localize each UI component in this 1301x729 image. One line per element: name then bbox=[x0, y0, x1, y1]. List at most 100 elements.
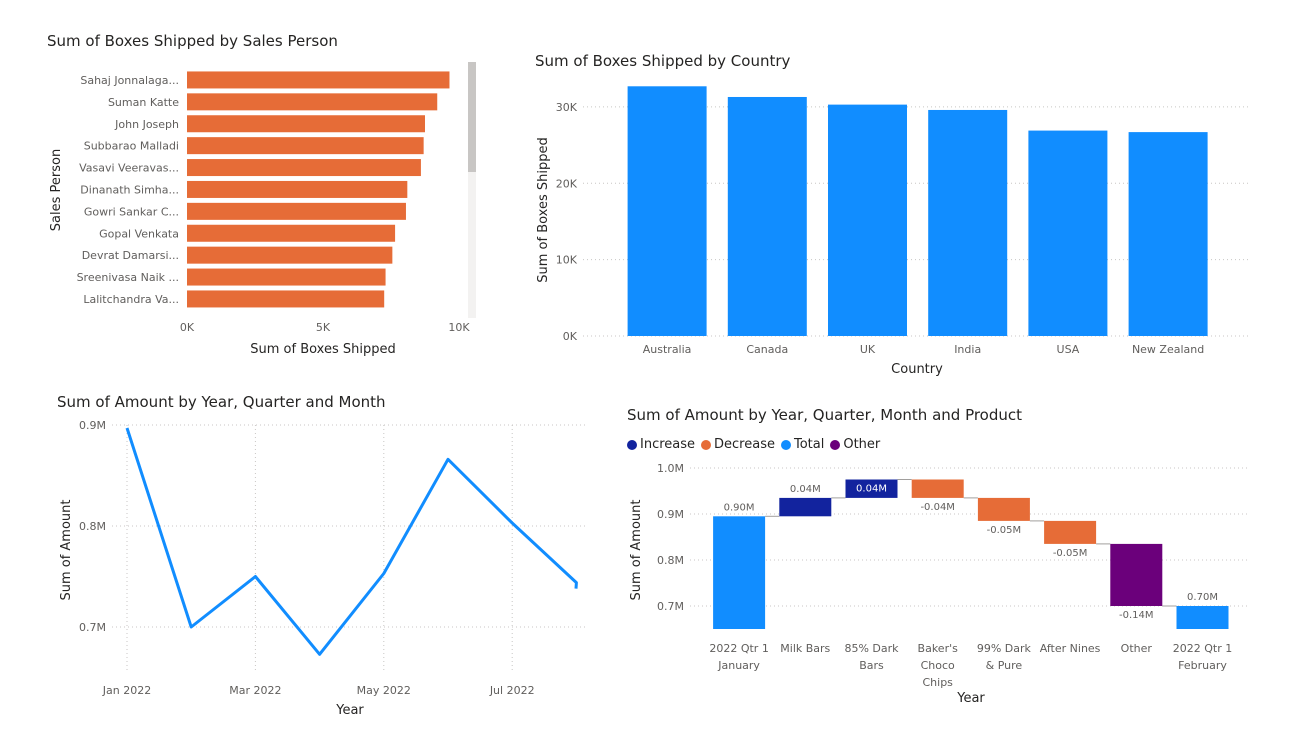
waterfall-category-label: 85% Dark bbox=[844, 642, 899, 655]
waterfall-bar bbox=[911, 479, 964, 498]
waterfall-category-label: 99% Dark bbox=[977, 642, 1032, 655]
waterfall-bar bbox=[1110, 543, 1163, 606]
waterfall-category-label: February bbox=[1178, 659, 1227, 672]
country-label: Australia bbox=[643, 343, 692, 356]
waterfall-data-label: 0.90M bbox=[724, 502, 755, 513]
sales-person-bar bbox=[187, 290, 385, 308]
sales-person-label: Dinanath Simha... bbox=[80, 183, 179, 196]
x-tick-label: Jul 2022 bbox=[489, 684, 535, 697]
x-tick-label: 5K bbox=[316, 321, 331, 334]
legend-marker bbox=[701, 439, 712, 450]
x-tick-label: May 2022 bbox=[357, 684, 411, 697]
sales-person-bar bbox=[187, 224, 396, 242]
chart3-title: Sum of Amount by Year, Quarter and Month bbox=[57, 393, 386, 411]
waterfall-category-label: Chips bbox=[922, 676, 953, 689]
country-bar bbox=[828, 104, 907, 336]
country-bar bbox=[1128, 132, 1208, 336]
waterfall-bar bbox=[779, 497, 832, 517]
chart4-title: Sum of Amount by Year, Quarter, Month an… bbox=[627, 406, 1023, 424]
legend-item: Decrease bbox=[701, 437, 775, 452]
legend-item: Increase bbox=[627, 437, 695, 452]
legend-marker bbox=[780, 439, 791, 450]
chart1-title: Sum of Boxes Shipped by Sales Person bbox=[47, 32, 338, 50]
scrollbar-track[interactable] bbox=[468, 62, 476, 318]
scrollbar-thumb[interactable] bbox=[468, 62, 476, 172]
sales-person-bar bbox=[187, 159, 421, 177]
sales-person-label: Gowri Sankar C... bbox=[84, 205, 179, 218]
waterfall-category-label: 2022 Qtr 1 bbox=[1173, 642, 1232, 655]
y-tick-label: 0K bbox=[563, 330, 578, 343]
y-tick-label: 0.7M bbox=[79, 621, 106, 634]
y-tick-label: 0.8M bbox=[79, 520, 106, 533]
waterfall-data-label: -0.05M bbox=[987, 525, 1022, 536]
waterfall-data-label: -0.14M bbox=[1119, 610, 1154, 621]
x-tick-label: Mar 2022 bbox=[229, 684, 281, 697]
waterfall-category-label: Choco bbox=[921, 659, 955, 672]
legend-label: Other bbox=[843, 437, 881, 452]
country-bar bbox=[727, 96, 807, 337]
country-label: New Zealand bbox=[1132, 343, 1204, 356]
sales-person-label: Suman Katte bbox=[108, 96, 179, 109]
legend-item: Total bbox=[780, 437, 825, 452]
y-tick-label: 0.9M bbox=[79, 419, 106, 432]
country-bar bbox=[928, 109, 1008, 336]
waterfall-category-label: & Pure bbox=[986, 659, 1023, 672]
x-tick-label: 10K bbox=[448, 321, 470, 334]
sales-person-label: Devrat Damarsi... bbox=[82, 249, 179, 262]
country-label: Canada bbox=[746, 343, 788, 356]
sales-person-bar bbox=[187, 180, 408, 198]
x-tick-label: Jan 2022 bbox=[102, 684, 151, 697]
waterfall-category-label: 2022 Qtr 1 bbox=[709, 642, 768, 655]
sales-person-bar bbox=[187, 93, 438, 111]
country-label: UK bbox=[860, 343, 876, 356]
chart2-title: Sum of Boxes Shipped by Country bbox=[535, 52, 791, 70]
sales-person-label: Sreenivasa Naik ... bbox=[77, 271, 179, 284]
legend-label: Total bbox=[793, 437, 825, 452]
waterfall-legend: Increase Decrease Total Other bbox=[627, 437, 880, 452]
waterfall-category-label: After Nines bbox=[1040, 642, 1101, 655]
country-label: USA bbox=[1057, 343, 1080, 356]
waterfall-bar bbox=[1044, 520, 1097, 544]
legend-marker bbox=[627, 439, 637, 450]
legend-item: Other bbox=[830, 437, 880, 452]
amount-line bbox=[125, 427, 578, 656]
y-tick-label: 10K bbox=[556, 254, 578, 267]
country-bar bbox=[627, 86, 707, 336]
waterfall-bar bbox=[713, 516, 766, 629]
waterfall-bar bbox=[1176, 606, 1229, 629]
sales-person-label: Gopal Venkata bbox=[99, 227, 179, 240]
waterfall-data-label: -0.05M bbox=[1053, 548, 1088, 559]
y-tick-label: 20K bbox=[556, 177, 578, 190]
x-axis-title: Year bbox=[956, 691, 985, 706]
y-tick-label: 0.7M bbox=[657, 600, 684, 613]
country-bar bbox=[1028, 130, 1108, 336]
sales-person-bar bbox=[187, 268, 386, 286]
waterfall-data-label: 0.04M bbox=[856, 484, 887, 495]
waterfall-category-label: Bars bbox=[859, 659, 884, 672]
y-axis-title: Sum of Amount bbox=[629, 499, 644, 600]
y-axis-title: Sales Person bbox=[49, 149, 64, 231]
sales-person-bar bbox=[187, 115, 425, 133]
sales-person-bar bbox=[187, 71, 450, 89]
y-axis-title: Sum of Boxes Shipped bbox=[536, 137, 551, 282]
x-tick-label: 0K bbox=[180, 321, 195, 334]
waterfall-data-label: 0.70M bbox=[1187, 592, 1218, 603]
legend-marker bbox=[830, 439, 841, 450]
x-axis-title: Country bbox=[891, 362, 943, 377]
waterfall-category-label: Other bbox=[1121, 642, 1153, 655]
waterfall-bar bbox=[977, 497, 1030, 521]
waterfall-category-label: January bbox=[717, 659, 760, 672]
sales-person-bar bbox=[187, 137, 424, 155]
waterfall-data-label: 0.04M bbox=[790, 484, 821, 495]
waterfall-category-label: Baker's bbox=[918, 642, 959, 655]
waterfall-bar bbox=[845, 479, 898, 498]
y-axis-title: Sum of Amount bbox=[59, 499, 74, 600]
y-tick-label: 0.8M bbox=[657, 554, 684, 567]
x-axis-title: Year bbox=[335, 703, 364, 718]
sales-person-bar bbox=[187, 246, 393, 264]
y-tick-label: 0.9M bbox=[657, 508, 684, 521]
